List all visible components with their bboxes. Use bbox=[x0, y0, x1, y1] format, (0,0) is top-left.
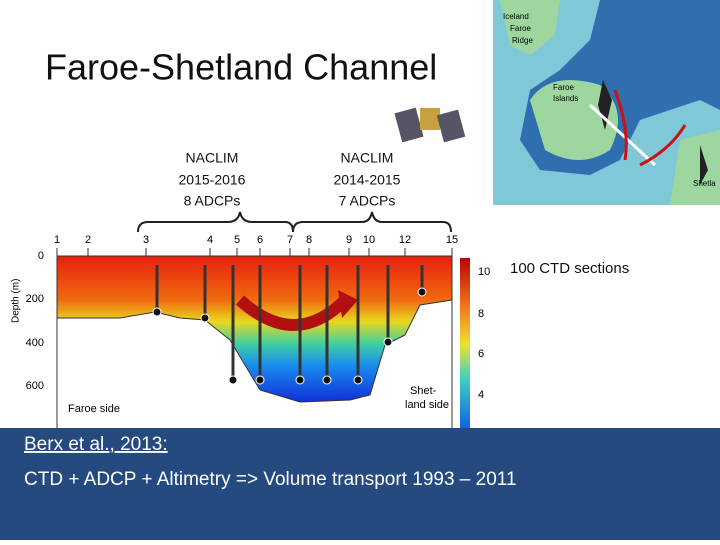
axis-label: Depth (m) bbox=[11, 279, 22, 323]
depth-label: 400 bbox=[26, 337, 44, 349]
title: Faroe-Shetland Channel bbox=[45, 47, 437, 88]
station-label: 2 bbox=[85, 234, 91, 246]
station-label: 5 bbox=[234, 234, 240, 246]
mooring-label: 7 ADCPs bbox=[339, 193, 396, 209]
instrument bbox=[383, 337, 393, 347]
mooring-label: NACLIM bbox=[186, 150, 239, 166]
map-label: Faroe bbox=[553, 83, 574, 92]
map-label: Ridge bbox=[512, 36, 533, 45]
station-label: 8 bbox=[306, 234, 312, 246]
station-label: 3 bbox=[143, 234, 149, 246]
station-label: 12 bbox=[399, 234, 411, 246]
station-label: 9 bbox=[346, 234, 352, 246]
station-label: 4 bbox=[207, 234, 213, 246]
colorbar-label: 10 bbox=[478, 266, 490, 278]
instrument bbox=[417, 287, 427, 297]
instrument bbox=[322, 375, 332, 385]
bracket bbox=[292, 211, 452, 233]
station-label: 1 bbox=[54, 234, 60, 246]
station-label: 10 bbox=[363, 234, 375, 246]
mooring-label: 2015-2016 bbox=[179, 172, 246, 188]
instrument bbox=[353, 375, 363, 385]
colorbar-label: 8 bbox=[478, 308, 484, 320]
side-label: Shet- bbox=[410, 385, 437, 397]
station-label: 7 bbox=[287, 234, 293, 246]
map-label: Islands bbox=[553, 94, 578, 103]
depth-label: 0 bbox=[38, 250, 44, 262]
instrument bbox=[295, 375, 305, 385]
footer-panel bbox=[0, 428, 720, 540]
section-plot: Depth (m) Faroe side Shet- land side bbox=[11, 255, 470, 431]
mooring-label: 2014-2015 bbox=[334, 172, 401, 188]
citation: Berx et al., 2013: bbox=[24, 434, 168, 455]
satellite-icon bbox=[394, 107, 466, 143]
map-label: Shetla bbox=[693, 179, 716, 188]
side-label: land side bbox=[405, 399, 449, 411]
instrument bbox=[200, 313, 210, 323]
colorbar-label: 4 bbox=[478, 389, 484, 401]
mooring-label: 8 ADCPs bbox=[184, 193, 241, 209]
side-label: Faroe side bbox=[68, 403, 120, 415]
depth-label: 600 bbox=[26, 380, 44, 392]
map-label: Iceland bbox=[503, 12, 529, 21]
station-label: 15 bbox=[446, 234, 458, 246]
bracket bbox=[137, 211, 294, 233]
station-label: 6 bbox=[257, 234, 263, 246]
colorbar-label: 6 bbox=[478, 348, 484, 360]
mooring-label: NACLIM bbox=[341, 150, 394, 166]
depth-label: 200 bbox=[26, 293, 44, 305]
summary: CTD + ADCP + Altimetry => Volume transpo… bbox=[24, 469, 517, 490]
ctd-label: 100 CTD sections bbox=[510, 260, 629, 277]
instrument bbox=[152, 307, 162, 317]
instrument bbox=[228, 375, 238, 385]
instrument bbox=[255, 375, 265, 385]
map-label: Faroe bbox=[510, 24, 531, 33]
map: Iceland Faroe Ridge Faroe Islands Shetla bbox=[493, 0, 720, 205]
